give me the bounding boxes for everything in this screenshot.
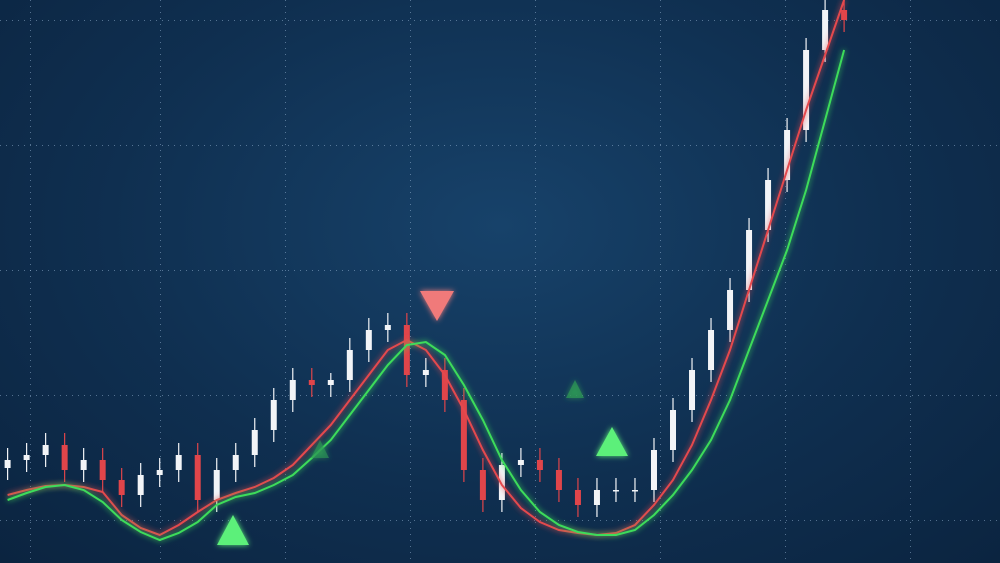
candle-body <box>689 370 696 410</box>
candle-body <box>841 10 848 20</box>
candle-body <box>479 470 486 500</box>
candle-body <box>137 475 144 495</box>
candle-body <box>574 490 581 505</box>
grid-decor <box>30 0 31 563</box>
candle-body <box>42 445 49 455</box>
grid-decor <box>0 145 1000 146</box>
grid-decor <box>410 0 411 563</box>
candle-body <box>23 455 30 460</box>
grid-decor <box>910 0 911 563</box>
candle-body <box>308 380 315 385</box>
candle-body <box>422 370 429 375</box>
candle-body <box>270 400 277 430</box>
candle-body <box>118 480 125 495</box>
candle-body <box>384 325 391 330</box>
grid-decor <box>535 0 536 563</box>
grid-decor <box>785 0 786 563</box>
candle-body <box>727 290 734 330</box>
candle-body <box>517 460 524 465</box>
candle-body <box>156 470 163 475</box>
candle-body <box>403 325 410 375</box>
candle-body <box>612 490 619 492</box>
candle-body <box>4 460 11 468</box>
candle-body <box>289 380 296 400</box>
candle-body <box>460 400 467 470</box>
candle-body <box>441 370 448 400</box>
candle-body <box>327 380 334 385</box>
candle-body <box>213 470 220 500</box>
candle-body <box>708 330 715 370</box>
candle-body <box>346 350 353 380</box>
candle-body <box>251 430 258 455</box>
candle-body <box>498 465 505 500</box>
signal-faded <box>566 380 584 398</box>
candle-body <box>650 450 657 490</box>
grid-decor <box>0 395 1000 396</box>
buy-signal <box>217 515 249 545</box>
candle-body <box>80 460 87 470</box>
candle-body <box>765 180 772 230</box>
candle-body <box>803 50 810 130</box>
sell-signal <box>420 291 454 321</box>
candle-body <box>175 455 182 470</box>
candle-body <box>822 10 829 50</box>
grid-decor <box>0 20 1000 21</box>
grid-decor <box>0 520 1000 521</box>
grid-decor <box>285 0 286 563</box>
candle-body <box>631 490 638 492</box>
grid-decor <box>660 0 661 563</box>
grid-decor <box>0 270 1000 271</box>
grid-decor <box>160 0 161 563</box>
candle-body <box>555 470 562 490</box>
signal-faded <box>311 440 329 458</box>
candle-body <box>61 445 68 470</box>
candle-body <box>593 490 600 505</box>
buy-signal <box>596 427 628 456</box>
candle-body <box>536 460 543 470</box>
candle-body <box>784 130 791 180</box>
candle-body <box>746 230 753 290</box>
candle-body <box>365 330 372 350</box>
candle-body <box>670 410 677 450</box>
candle-body <box>194 455 201 500</box>
moving-average-line <box>7 0 846 537</box>
candle-body <box>99 460 106 480</box>
candle-body <box>232 455 239 470</box>
moving-average-line <box>7 49 846 542</box>
